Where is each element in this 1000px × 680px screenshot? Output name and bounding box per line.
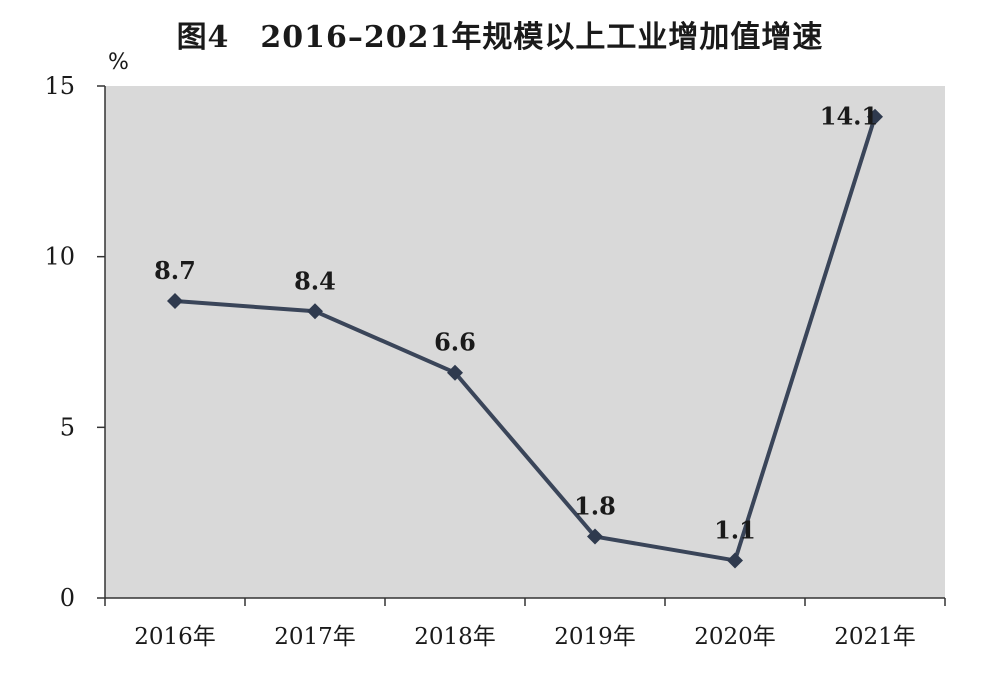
data-point-marker: [307, 303, 323, 320]
chart-title: 图4 2016–2021年规模以上工业增加值增速: [176, 20, 824, 55]
y-tick-label: 0: [60, 584, 75, 612]
plot-area: [105, 86, 945, 598]
data-label: 6.6: [434, 328, 476, 357]
tick-labels: 0 5 10 15 2016年 2017年 2018年 2019年 2020年 2021年: [44, 72, 915, 650]
y-tick-label: 5: [60, 413, 75, 441]
data-point-marker: [167, 293, 183, 310]
y-tick-label: 15: [44, 72, 75, 100]
x-tick-label: 2017年: [274, 624, 356, 650]
y-tick-label: 10: [44, 243, 75, 271]
data-label: 1.1: [714, 515, 756, 544]
x-tick-label: 2021年: [834, 624, 916, 650]
data-labels: 8.7 8.4 6.6 1.8 1.1 14.1: [154, 102, 878, 545]
x-tick-label: 2016年: [134, 624, 216, 650]
data-label: 8.4: [294, 266, 336, 295]
data-label: 1.8: [574, 492, 616, 521]
x-tick-label: 2019年: [554, 624, 636, 650]
data-point-marker: [727, 552, 743, 569]
y-axis-unit-label: %: [108, 50, 129, 75]
data-point-marker: [587, 528, 603, 545]
x-tick-label: 2018年: [414, 624, 496, 650]
series-line: [174, 116, 877, 563]
x-tick-label: 2020年: [694, 624, 776, 650]
data-label: 8.7: [154, 256, 196, 285]
data-point-marker: [867, 108, 883, 125]
series-group: [167, 108, 883, 569]
data-label: 14.1: [820, 102, 878, 131]
data-point-marker: [447, 364, 463, 381]
axes: [97, 85, 946, 606]
